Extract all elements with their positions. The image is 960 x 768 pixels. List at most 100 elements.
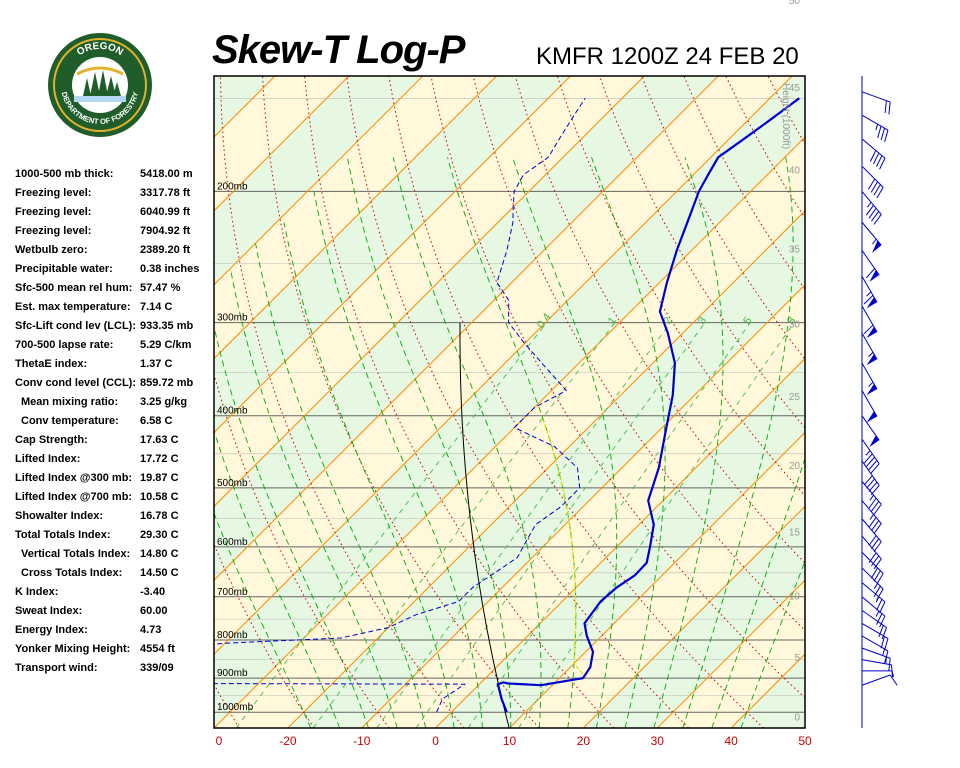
- wind-barb-flag: [876, 613, 883, 625]
- index-value: 6.58 C: [140, 415, 173, 427]
- wind-barb: [861, 535, 882, 570]
- index-value: 7.14 C: [140, 301, 173, 313]
- wind-barb-shaft: [861, 535, 882, 560]
- moist-adiabat: [740, 560, 805, 728]
- dry-adiabat: [430, 76, 805, 699]
- wind-barb-flag: [876, 599, 883, 611]
- dry-adiabat: [346, 76, 690, 728]
- wind-barb-pennant: [866, 383, 877, 396]
- index-value: 16.78 C: [140, 510, 179, 522]
- plot-area: 0.4 1 2 3 5 8: [41, 76, 960, 728]
- dewpoint-sounding: [214, 98, 586, 713]
- wind-barb-shaft: [861, 191, 882, 215]
- index-value: 1.37 C: [140, 358, 173, 370]
- wind-barb-half-flag: [872, 238, 877, 245]
- height-axis-label: Height (1000ft): [780, 83, 791, 149]
- wind-barb-flag: [868, 207, 877, 219]
- moist-adiabat: [313, 191, 483, 728]
- index-label: Sweat Index:: [15, 605, 83, 617]
- index-value: 57.47 %: [140, 282, 181, 294]
- index-value: 2389.20 ft: [140, 244, 191, 256]
- x-tick-label: 0: [432, 734, 439, 748]
- wind-barb-half-flag: [868, 351, 874, 357]
- height-tick-label: 25: [789, 392, 801, 403]
- pressure-label: 300mb: [217, 313, 248, 324]
- isotherm-line: [361, 284, 805, 728]
- wind-barb-flag: [879, 601, 886, 614]
- mixing-ratio-line: [235, 322, 548, 728]
- wind-barb-flag: [870, 181, 878, 193]
- index-value: 60.00: [140, 605, 168, 617]
- height-tick-label: 10: [789, 591, 801, 602]
- wind-barb: [861, 250, 880, 282]
- x-tick-label: 40: [724, 734, 738, 748]
- wind-barb-flag: [876, 155, 883, 167]
- dry-adiabat: [388, 76, 764, 728]
- wind-barb-flag: [888, 658, 891, 671]
- wind-barb-flag: [872, 152, 880, 165]
- dry-adiabat: [41, 76, 164, 728]
- wind-barb-flag: [878, 625, 884, 638]
- wind-barb-half-flag: [866, 291, 872, 297]
- wind-barb-flag: [873, 541, 882, 553]
- logo-top-text: OREGON: [75, 41, 125, 58]
- index-label: 1000-500 mb thick:: [15, 168, 114, 180]
- wind-barb-flag: [873, 570, 881, 582]
- index-value: 933.35 mb: [140, 320, 194, 332]
- wind-barb: [861, 659, 893, 678]
- dry-adiabat: [894, 76, 960, 728]
- index-label: Yonker Mixing Height:: [15, 643, 131, 655]
- wind-barb-shaft: [861, 460, 880, 486]
- dry-adiabat: [556, 76, 805, 497]
- station-time-title: KMFR 1200Z 24 FEB 20: [536, 43, 799, 70]
- height-tick-label: 20: [789, 461, 801, 472]
- wind-barb: [861, 221, 882, 253]
- x-tick-label: 10: [503, 734, 517, 748]
- index-label: 700-500 lapse rate:: [15, 339, 114, 351]
- isotherm-line: [879, 76, 960, 728]
- index-label: ThetaE index:: [15, 358, 88, 370]
- dry-adiabat: [304, 76, 615, 728]
- index-label: Wetbulb zero:: [15, 244, 88, 256]
- wind-barb: [861, 674, 898, 686]
- index-value: 0.38 inches: [140, 263, 200, 275]
- moist-adiabat: [682, 157, 794, 728]
- wind-barb-half-flag: [868, 381, 874, 387]
- wind-barb-flag: [871, 520, 880, 531]
- wind-barb-shaft: [861, 481, 882, 505]
- wind-barb: [861, 460, 880, 496]
- wind-barb-shaft: [861, 415, 880, 441]
- wind-barb-flag: [877, 126, 882, 139]
- height-tick-label: 15: [789, 527, 801, 538]
- index-value: 859.72 mb: [140, 377, 194, 389]
- wind-barb-half-flag: [873, 583, 878, 589]
- wind-barb: [861, 596, 886, 628]
- index-label: Mean mixing ratio:: [21, 396, 119, 408]
- index-value: 10.58 C: [140, 491, 179, 503]
- wind-barb-flag: [879, 615, 886, 628]
- wind-barb-flag: [870, 485, 880, 496]
- logo-sky-arc: [76, 66, 124, 76]
- wind-barb-flag: [880, 128, 885, 141]
- moist-adiabat: [214, 324, 369, 728]
- wind-barb-pennant: [866, 411, 877, 423]
- height-tick-label: 40: [789, 166, 801, 177]
- wind-barb-pennant: [866, 297, 877, 309]
- isotherm-line: [214, 136, 805, 728]
- moist-adiabat: [392, 157, 542, 728]
- wind-barb: [861, 609, 888, 640]
- height-tick-label: 45: [789, 83, 801, 94]
- wind-barb-flag: [876, 588, 884, 600]
- height-tick-label: 35: [789, 244, 801, 255]
- mixing-ratio-label: 5: [741, 315, 754, 327]
- height-tick-label: 0: [794, 712, 800, 723]
- index-label: K Index:: [15, 586, 59, 598]
- wind-barb-shaft: [861, 390, 878, 417]
- wind-barb-flag: [884, 130, 889, 143]
- index-label: Freezing level:: [15, 187, 92, 199]
- wind-barb-half-flag: [875, 124, 879, 131]
- wind-barb-shaft: [861, 647, 891, 659]
- chart-title: Skew-T Log-P: [212, 28, 465, 72]
- wind-barb-shaft: [861, 138, 886, 159]
- wind-barb-flag: [863, 295, 874, 305]
